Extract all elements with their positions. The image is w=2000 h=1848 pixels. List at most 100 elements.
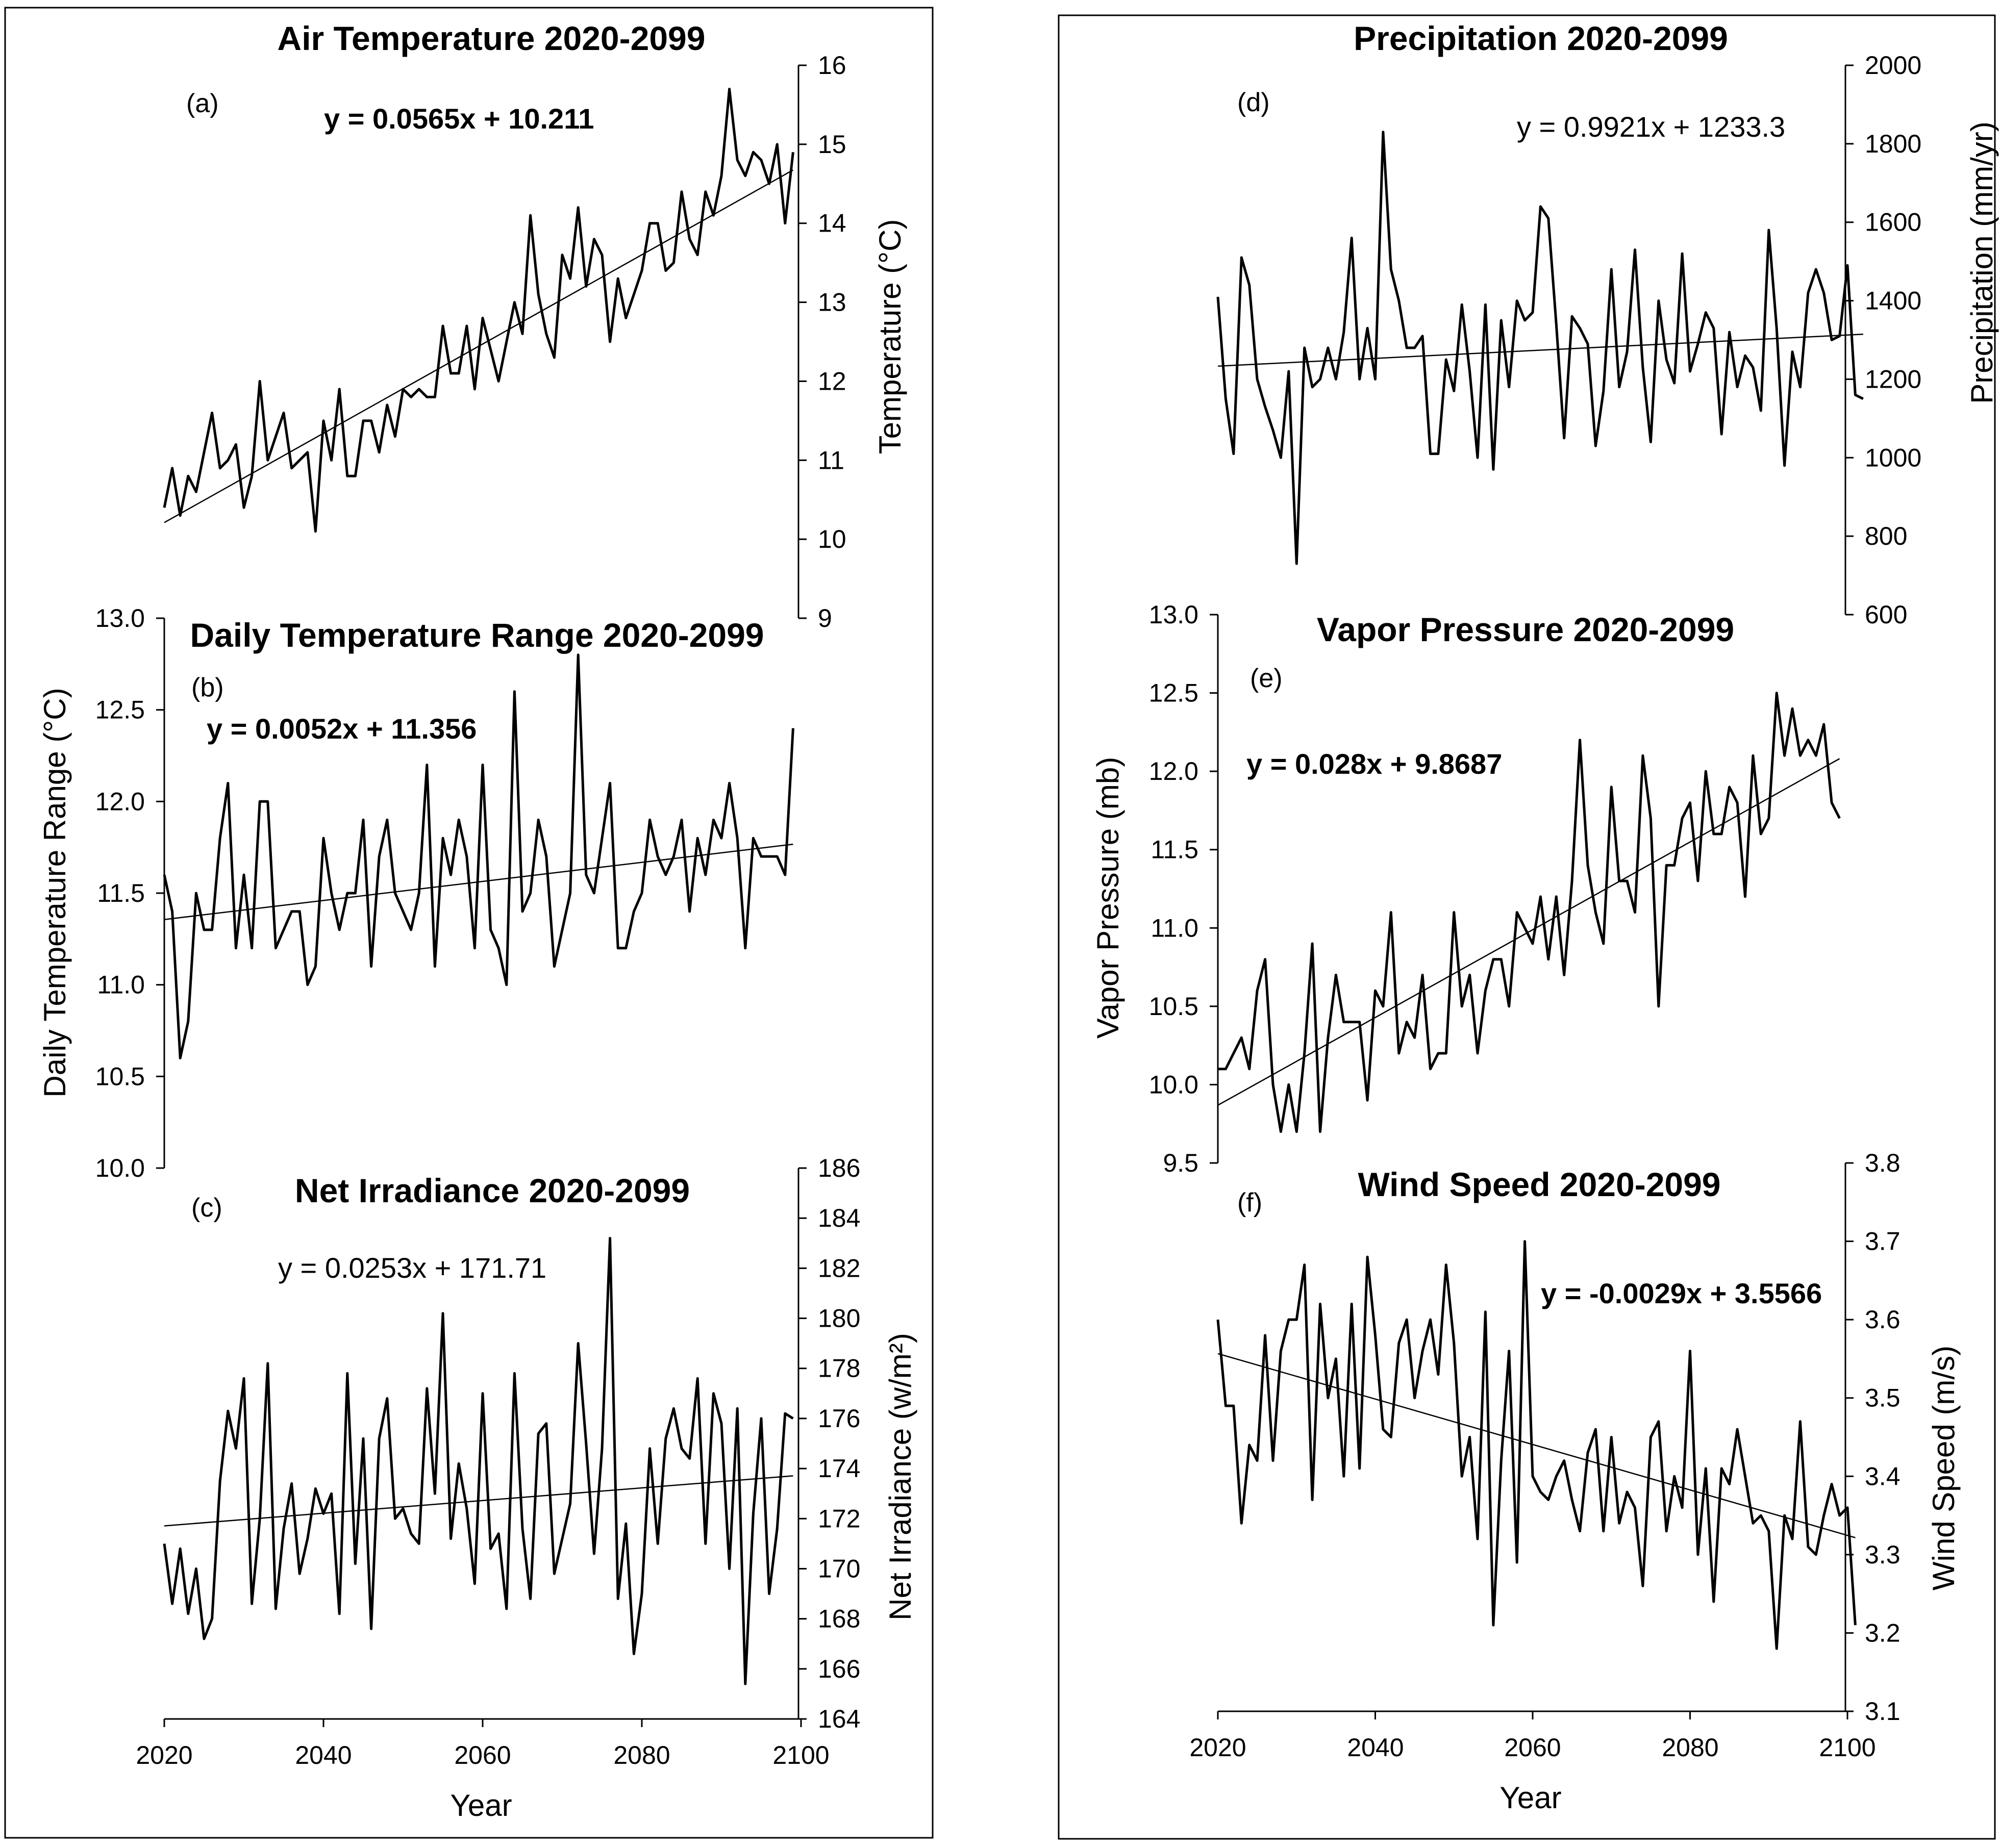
panel-b-data-line (163, 653, 794, 1059)
panel-a-y-tick-label: 9 (818, 604, 832, 632)
panel-e-data-line (1218, 692, 1841, 1133)
panel-a-y-tick-label: 12 (818, 367, 846, 395)
panel-d-y-tick-label: 1600 (1865, 208, 1921, 237)
panel-a-data-line (163, 88, 794, 533)
panel-e-y-tick-label: 13.0 (1149, 600, 1198, 629)
panel-b-y-tick-label: 13.0 (95, 604, 145, 632)
panel-e-y-tick-label: 12.0 (1149, 757, 1198, 786)
panel-a: Air Temperature 2020-2099 (a) y = 0.0565… (186, 19, 907, 454)
panel-c-equation: y = 0.0253x + 171.71 (278, 1252, 546, 1284)
panel-c-y-tick-label: 184 (818, 1204, 860, 1232)
panel-f: Wind Speed 2020-2099 (f) y = -0.0029x + … (1237, 1166, 1961, 1590)
panel-f-y-tick-label: 3.3 (1865, 1540, 1901, 1569)
right-x-axis: 2020 2040 2060 2080 2100 Year (1189, 1733, 1876, 1815)
panel-b-y-tick-label: 11.0 (97, 971, 145, 999)
panel-d-axis-label: Precipitation (mm/yr) (1965, 121, 1999, 403)
right-x-tick-label: 2080 (1662, 1733, 1718, 1762)
panel-e-y-tick-label: 10.0 (1149, 1070, 1198, 1099)
left-x-tick-label: 2100 (772, 1741, 829, 1769)
panel-b-y-tick-label: 10.0 (95, 1154, 145, 1182)
panel-f-trend-line (1217, 1353, 1856, 1538)
panel-c-y-tick-label: 182 (818, 1254, 860, 1282)
panel-b-y-tick-label: 12.5 (95, 696, 145, 724)
left-x-tick-label: 2020 (136, 1741, 192, 1769)
panel-d-y-tick-label: 1400 (1865, 287, 1921, 315)
panel-b-trend-line (164, 843, 793, 920)
panel-a-y-tick-label: 15 (818, 130, 846, 159)
right-column-frame (1058, 14, 1996, 1840)
panel-e-axis-label: Vapor Pressure (mb) (1091, 757, 1125, 1039)
panel-b-equation: y = 0.0052x + 11.356 (207, 713, 477, 745)
panel-d-y-tick-label: 800 (1865, 522, 1907, 550)
panel-d-trend-line (1217, 333, 1863, 367)
panel-e: Vapor Pressure 2020-2099 (e) y = 0.028x … (1091, 611, 1734, 1039)
panel-f-y-tick-label: 3.8 (1865, 1149, 1901, 1177)
panel-d-equation: y = 0.9921x + 1233.3 (1517, 111, 1785, 143)
panel-c-y-tick-label: 176 (818, 1404, 860, 1433)
panel-d-y-tick-label: 1800 (1865, 130, 1921, 158)
left-x-axis-label: Year (450, 1788, 512, 1822)
panel-f-label: (f) (1237, 1188, 1262, 1218)
panel-c: Net Irradiance 2020-2099 (c) y = 0.0253x… (191, 1172, 917, 1621)
panel-b-title: Daily Temperature Range 2020-2099 (190, 616, 764, 654)
left-x-tick-label: 2040 (295, 1741, 352, 1769)
panel-e-title: Vapor Pressure 2020-2099 (1317, 611, 1734, 648)
panel-c-y-tick-label: 168 (818, 1605, 860, 1633)
left-x-axis: 2020 2040 2060 2080 2100 Year (136, 1741, 829, 1822)
right-x-tick-label: 2060 (1504, 1733, 1561, 1762)
panel-f-data-line (1216, 1240, 1857, 1650)
panel-e-y-tick-label: 9.5 (1163, 1149, 1198, 1177)
panel-f-y-tick-label: 3.5 (1865, 1384, 1901, 1412)
panel-c-title: Net Irradiance 2020-2099 (295, 1172, 690, 1209)
panel-c-trend-line (164, 1475, 793, 1527)
panel-f-y-tick-label: 3.2 (1865, 1618, 1901, 1647)
panel-b-axis-label: Daily Temperature Range (°C) (38, 688, 72, 1097)
right-x-tick-label: 2020 (1189, 1733, 1246, 1762)
panel-a-equation: y = 0.0565x + 10.211 (324, 103, 594, 135)
panel-d-label: (d) (1237, 88, 1270, 117)
panel-a-axis-label: Temperature (°C) (873, 219, 907, 454)
plot-layer: 9 10 11 12 13 14 15 16 10.0 10.5 11.0 11.5 12.0 12.5 1… (95, 51, 1922, 1733)
panel-f-y-tick-label: 3.4 (1865, 1462, 1901, 1490)
panel-a-y-tick-label: 11 (818, 446, 844, 474)
left-x-tick-label: 2080 (613, 1741, 670, 1769)
panel-b-label: (b) (191, 673, 224, 702)
panel-e-trend-line (1217, 758, 1840, 1106)
panel-f-y-tick-label: 3.7 (1865, 1227, 1901, 1256)
panel-c-axis-label: Net Irradiance (w/m²) (883, 1333, 917, 1620)
panel-a-y-tick-label: 14 (818, 209, 846, 238)
panel-b-y-tick-label: 10.5 (95, 1062, 145, 1091)
right-x-tick-label: 2100 (1819, 1733, 1876, 1762)
panel-b-y-tick-label: 12.0 (95, 787, 145, 816)
panel-c-y-tick-label: 164 (818, 1705, 860, 1733)
panel-e-y-tick-label: 11.5 (1151, 836, 1198, 864)
panel-d-y-tick-label: 2000 (1865, 51, 1921, 80)
right-x-tick-label: 2040 (1347, 1733, 1404, 1762)
panel-d-y-tick-label: 600 (1865, 600, 1907, 629)
panel-c-data-line (163, 1237, 794, 1685)
panel-e-label: (e) (1250, 664, 1283, 693)
panel-e-y-tick-label: 10.5 (1149, 992, 1198, 1021)
panel-f-axis-label: Wind Speed (m/s) (1927, 1346, 1961, 1590)
panel-f-title: Wind Speed 2020-2099 (1358, 1166, 1720, 1203)
panel-c-y-tick-label: 172 (818, 1504, 860, 1533)
panel-e-y-tick-label: 11.0 (1151, 914, 1198, 942)
right-x-axis-label: Year (1499, 1781, 1561, 1815)
panel-e-equation: y = 0.028x + 9.8687 (1246, 748, 1502, 780)
panel-b-y-tick-label: 11.5 (97, 879, 145, 907)
panel-d-y-tick-label: 1200 (1865, 365, 1921, 393)
left-column-frame (4, 7, 934, 1839)
panel-f-equation: y = -0.0029x + 3.5566 (1541, 1277, 1822, 1309)
panel-c-y-tick-label: 186 (818, 1154, 860, 1182)
panel-f-y-tick-label: 3.1 (1865, 1697, 1901, 1726)
panel-a-trend-line (164, 169, 794, 523)
panel-a-y-tick-label: 16 (818, 51, 846, 80)
panel-f-y-tick-label: 3.6 (1865, 1305, 1901, 1334)
panel-d-title: Precipitation 2020-2099 (1354, 19, 1728, 57)
panel-a-y-tick-label: 10 (818, 525, 846, 553)
panel-a-title: Air Temperature 2020-2099 (278, 19, 706, 57)
panel-a-y-tick-label: 13 (818, 288, 846, 317)
panel-d-y-tick-label: 1000 (1865, 443, 1921, 472)
panel-c-y-tick-label: 170 (818, 1554, 860, 1583)
panel-c-y-tick-label: 174 (818, 1454, 860, 1483)
